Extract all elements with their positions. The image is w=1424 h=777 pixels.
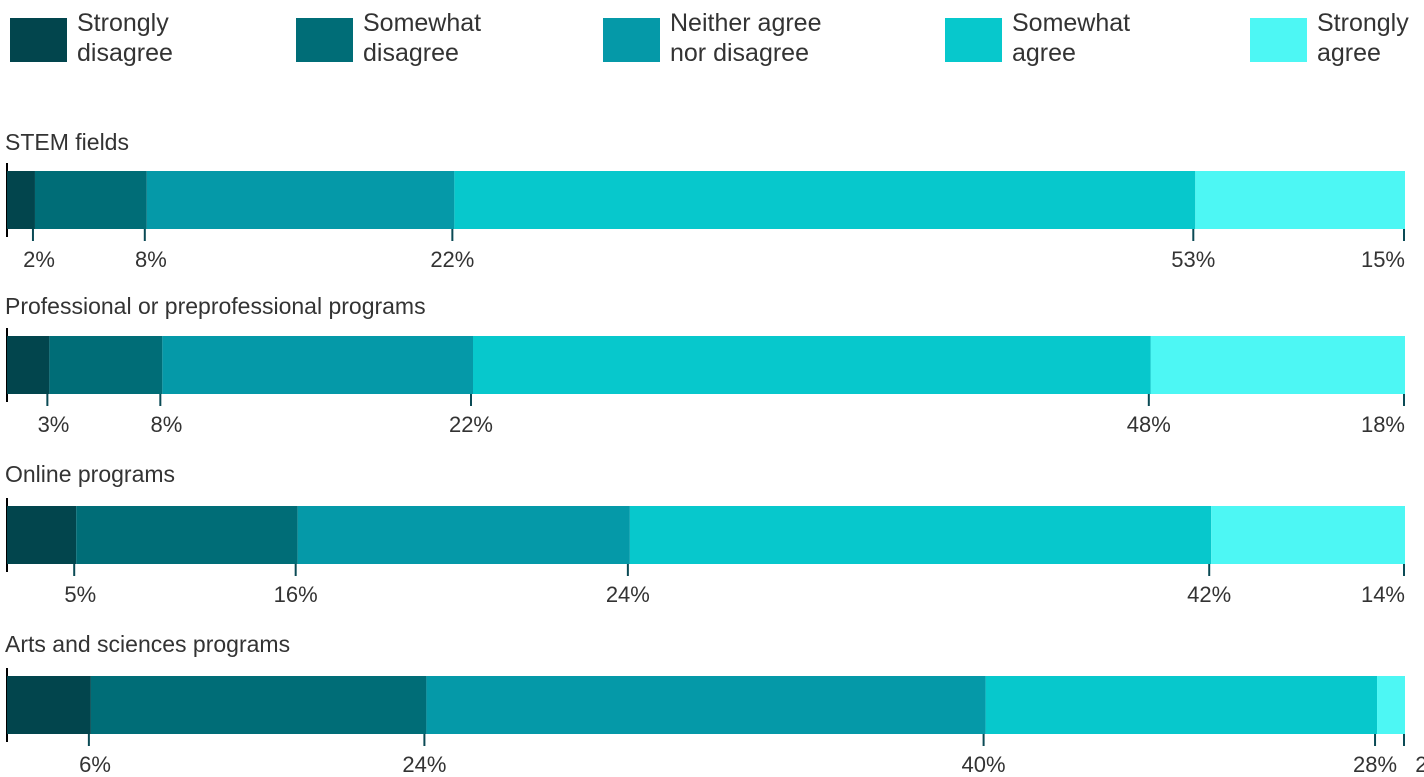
value-label: 5% [64, 582, 96, 607]
value-label: 18% [1361, 412, 1405, 437]
value-label: 22% [449, 412, 493, 437]
value-label: 24% [606, 582, 650, 607]
row-title: Online programs [5, 461, 175, 487]
value-label: 15% [1361, 247, 1405, 272]
row-title: Professional or preprofessional programs [5, 293, 426, 319]
bar-segment [76, 506, 298, 564]
bar-segment [34, 171, 147, 229]
bar-segment [7, 171, 35, 229]
value-label: 42% [1187, 582, 1231, 607]
value-label: 28% [1353, 752, 1397, 777]
value-label: 22% [430, 247, 474, 272]
legend-swatch [945, 18, 1002, 62]
row-title: Arts and sciences programs [5, 631, 290, 657]
legend-label-line: disagree [77, 39, 173, 67]
bar-segment [426, 676, 986, 734]
legend-label: Strongly agree [1317, 8, 1424, 68]
bar-segment [629, 506, 1212, 564]
value-label: 2% [1415, 752, 1424, 777]
legend-item: Strongly disagree [10, 8, 267, 68]
legend-swatch [296, 18, 353, 62]
legend-label-line: Neither agree [670, 9, 822, 37]
legend-swatch [10, 18, 67, 62]
legend-label: Neither agree nor disagree [670, 8, 860, 68]
value-label: 8% [151, 412, 183, 437]
bar-segment [454, 171, 1196, 229]
bar-segment [7, 336, 50, 394]
value-label: 40% [962, 752, 1006, 777]
bar-segment [297, 506, 630, 564]
bar-segment [7, 506, 77, 564]
value-label: 16% [274, 582, 318, 607]
bar-segment [985, 676, 1378, 734]
bar-segment [1195, 171, 1405, 229]
bar-segment [1377, 676, 1405, 734]
legend-label-line: Strongly [1317, 9, 1409, 37]
legend-label-line: Somewhat [1012, 9, 1131, 37]
legend-item: Strongly agree [1250, 8, 1424, 68]
legend-item: Neither agree nor disagree [603, 8, 860, 68]
legend-label: Somewhat disagree [363, 8, 553, 68]
bar-segment [473, 336, 1151, 394]
value-label: 8% [135, 247, 167, 272]
bar-segment [49, 336, 163, 394]
legend-label-line: agree [1317, 39, 1381, 67]
bar-segment [7, 676, 91, 734]
row-title: STEM fields [5, 129, 129, 155]
legend: Strongly disagree Somewhat disagree Neither … [0, 0, 1424, 80]
legend-label: Strongly disagree [77, 8, 267, 68]
legend-label-line: Somewhat [363, 9, 482, 37]
bar-segment [146, 171, 455, 229]
legend-item: Somewhat agree [945, 8, 1202, 68]
value-label: 6% [79, 752, 111, 777]
bar-segment [90, 676, 427, 734]
legend-swatch [603, 18, 660, 62]
legend-label-line: disagree [363, 39, 459, 67]
legend-label-line: agree [1012, 39, 1076, 67]
value-label: 14% [1361, 582, 1405, 607]
bar-segment [1211, 506, 1405, 564]
value-label: 2% [23, 247, 55, 272]
bar-segment [1150, 336, 1405, 394]
legend-swatch [1250, 18, 1307, 62]
value-label: 53% [1171, 247, 1215, 272]
value-label: 48% [1127, 412, 1171, 437]
legend-label: Somewhat agree [1012, 8, 1202, 68]
value-label: 24% [402, 752, 446, 777]
legend-label-line: nor disagree [670, 39, 809, 67]
bar-segment [162, 336, 474, 394]
legend-item: Somewhat disagree [296, 8, 553, 68]
value-label: 3% [38, 412, 70, 437]
legend-label-line: Strongly [77, 9, 169, 37]
